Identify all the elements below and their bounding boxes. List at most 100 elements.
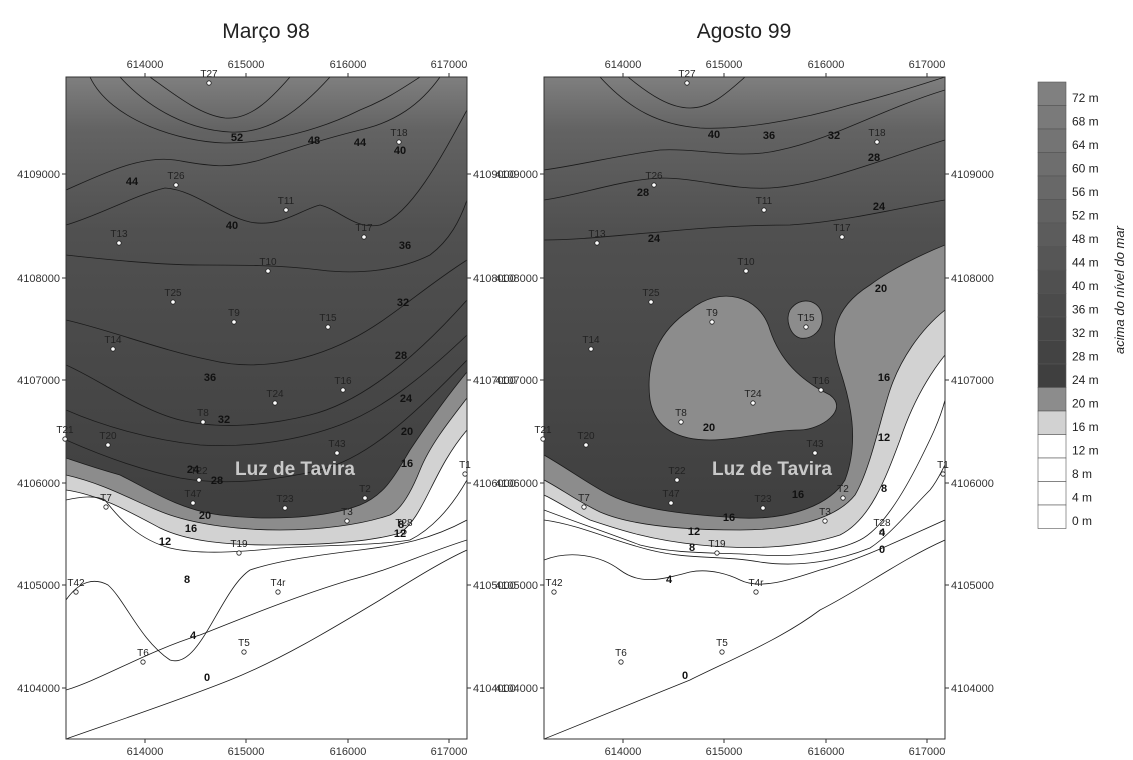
x-tick-label: 616000 [808, 59, 845, 71]
contour-label: 24 [400, 393, 413, 405]
well-label: T22 [668, 466, 686, 477]
x-tick-label: 615000 [706, 59, 743, 71]
map-agosto-99: Agosto 99 [495, 20, 994, 758]
well-marker-T18 [396, 139, 402, 145]
x-tick-label: 615000 [228, 746, 265, 758]
well-marker-T20 [583, 442, 589, 448]
well-label: T13 [588, 229, 606, 240]
x-tick-label: 615000 [706, 746, 743, 758]
well-label: T24 [266, 389, 284, 400]
contour-label: 8 [689, 542, 695, 554]
contour-label: 20 [875, 283, 887, 295]
legend-swatch [1037, 340, 1067, 365]
well-marker-T14 [110, 346, 116, 352]
legend-label: 0 m [1072, 514, 1092, 528]
legend-swatch [1037, 434, 1067, 459]
y-tick-label: 4107000 [17, 375, 60, 387]
well-marker-T7 [103, 504, 109, 510]
well-label: T17 [833, 223, 851, 234]
legend-swatch [1037, 269, 1067, 294]
contour-label: 0 [204, 672, 210, 684]
y-tick-label: 4109000 [495, 169, 538, 181]
y-tick-label: 4104000 [473, 683, 516, 695]
well-label: T6 [615, 648, 627, 659]
well-label: T1 [937, 460, 949, 471]
legend-label: 44 m [1072, 255, 1099, 269]
well-label: T18 [868, 128, 886, 139]
y-tick-label: 4105000 [951, 580, 994, 592]
well-marker-T11 [283, 207, 289, 213]
well-marker-T4r [753, 589, 759, 595]
well-marker-T27 [684, 80, 690, 86]
x-tick-label: 617000 [431, 746, 468, 758]
zone-16-20m [544, 245, 945, 530]
well-label: T25 [164, 288, 182, 299]
legend-label: 68 m [1072, 114, 1099, 128]
contour-label: 8 [184, 574, 190, 586]
well-label: T18 [390, 128, 408, 139]
contour-label: 8 [881, 483, 887, 495]
well-marker-T1 [940, 471, 946, 477]
y-tick-label: 4108000 [495, 273, 538, 285]
well-marker-T24 [272, 400, 278, 406]
contour-label: 44 [126, 176, 139, 188]
well-label: T2 [359, 484, 371, 495]
well-marker-T43 [334, 450, 340, 456]
well-marker-T6 [140, 659, 146, 665]
y-tick-label: 4109000 [17, 169, 60, 181]
well-marker-T3 [344, 518, 350, 524]
y-tick-label: 4108000 [17, 273, 60, 285]
well-marker-T27 [206, 80, 212, 86]
well-marker-T9 [709, 319, 715, 325]
well-label: T42 [67, 578, 85, 589]
well-marker-T11 [761, 207, 767, 213]
well-label: T22 [190, 466, 208, 477]
y-tick-label: 4106000 [951, 478, 994, 490]
well-label: T8 [675, 408, 687, 419]
well-marker-T5 [719, 649, 725, 655]
legend-label: 32 m [1072, 326, 1099, 340]
well-marker-T25 [170, 299, 176, 305]
legend-swatch [1037, 363, 1067, 388]
well-label: T13 [110, 229, 128, 240]
place-label: Luz de Tavira [235, 459, 355, 480]
contour-lines [544, 77, 945, 739]
legend-swatch [1037, 105, 1067, 130]
map-frame [65, 76, 468, 740]
contour-label: 0 [879, 544, 885, 556]
well-label: T20 [99, 431, 117, 442]
x-tick-label: 616000 [330, 746, 367, 758]
zone-closure-20m [649, 296, 837, 440]
x-tick-label: 614000 [127, 59, 164, 71]
well-marker-T13 [594, 240, 600, 246]
axis-ticks: 614000 614000 615000 615000 616000 616000 6170… [17, 59, 516, 758]
y-tick-label: 4106000 [495, 478, 538, 490]
legend-swatch [1037, 387, 1067, 412]
x-tick-label: 614000 [605, 59, 642, 71]
well-marker-T9 [231, 319, 237, 325]
well-label: T8 [197, 408, 209, 419]
well-marker-T21 [540, 436, 546, 442]
well-label: T5 [238, 638, 250, 649]
well-marker-T1 [462, 471, 468, 477]
well-marker-T22 [674, 477, 680, 483]
well-label: T43 [806, 439, 824, 450]
well-marker-T20 [105, 442, 111, 448]
well-marker-T25 [648, 299, 654, 305]
well-marker-T2 [362, 495, 368, 501]
contour-label: 12 [159, 536, 171, 548]
well-label: T7 [578, 493, 590, 504]
contour-label: 16 [723, 512, 735, 524]
legend-swatch [1037, 316, 1067, 341]
legend-label: 36 m [1072, 302, 1099, 316]
y-tick-label: 4107000 [495, 375, 538, 387]
y-tick-label: 4106000 [473, 478, 516, 490]
well-label: T23 [276, 494, 294, 505]
contour-label: 4 [879, 527, 886, 539]
well-label: T1 [459, 460, 471, 471]
place-label: Luz de Tavira [712, 459, 832, 480]
well-marker-T18 [874, 139, 880, 145]
x-tick-label: 616000 [808, 746, 845, 758]
well-label: T3 [819, 507, 831, 518]
